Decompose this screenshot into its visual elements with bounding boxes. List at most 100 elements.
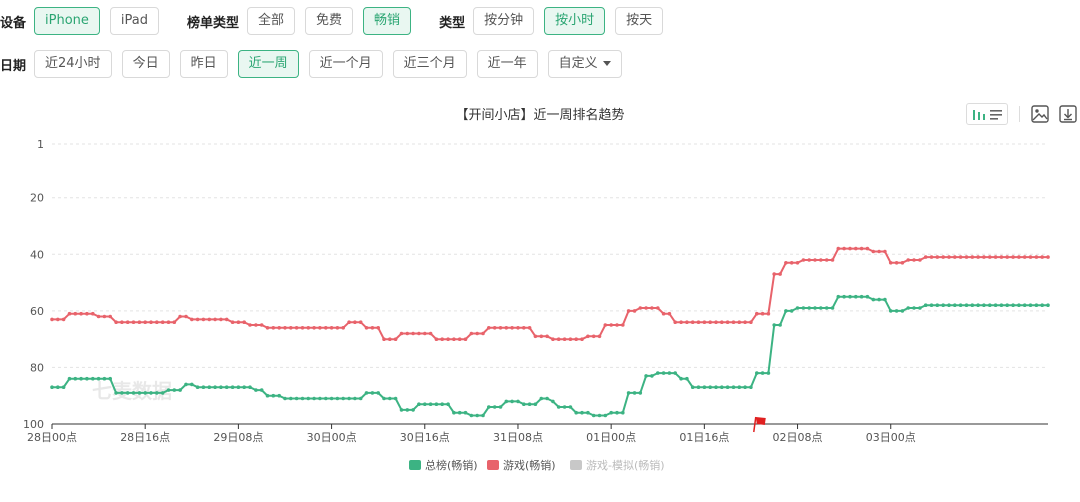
data-point[interactable] <box>201 385 206 389</box>
data-point[interactable] <box>731 320 736 324</box>
data-point[interactable] <box>428 331 433 336</box>
data-point[interactable] <box>737 320 742 324</box>
data-point[interactable] <box>271 393 276 398</box>
data-point[interactable] <box>230 385 235 389</box>
data-point[interactable] <box>207 385 212 389</box>
data-point[interactable] <box>143 320 147 324</box>
data-point[interactable] <box>312 396 316 401</box>
data-point[interactable] <box>254 323 258 327</box>
data-point[interactable] <box>993 255 998 259</box>
data-point[interactable] <box>953 255 957 259</box>
data-point[interactable] <box>656 306 660 310</box>
data-point[interactable] <box>155 320 159 324</box>
device-option-ipad[interactable]: iPad <box>109 7 159 35</box>
data-point[interactable] <box>516 399 520 404</box>
data-point[interactable] <box>108 376 112 381</box>
data-point[interactable] <box>61 385 66 389</box>
data-point[interactable] <box>784 261 788 265</box>
data-point[interactable] <box>795 306 800 310</box>
data-point[interactable] <box>871 249 876 254</box>
data-point[interactable] <box>1046 255 1050 259</box>
data-point[interactable] <box>1034 255 1039 259</box>
data-point[interactable] <box>923 255 928 259</box>
data-point[interactable] <box>562 337 567 341</box>
data-point[interactable] <box>621 410 625 415</box>
data-point[interactable] <box>195 385 200 389</box>
data-point[interactable] <box>685 320 689 324</box>
data-point[interactable] <box>644 374 648 378</box>
data-point[interactable] <box>178 388 182 392</box>
data-point[interactable] <box>615 410 619 415</box>
data-point[interactable] <box>85 376 89 381</box>
data-point[interactable] <box>819 306 823 310</box>
list-icon[interactable] <box>989 108 1003 120</box>
data-point[interactable] <box>318 326 322 330</box>
data-point[interactable] <box>143 391 147 395</box>
data-point[interactable] <box>259 388 264 392</box>
date-option-week[interactable]: 近一周 <box>237 50 299 78</box>
data-point[interactable] <box>824 306 829 310</box>
data-point[interactable] <box>632 391 637 395</box>
data-point[interactable] <box>667 311 672 316</box>
data-point[interactable] <box>184 314 188 319</box>
data-point[interactable] <box>877 297 881 302</box>
data-point[interactable] <box>277 326 282 330</box>
date-option-today[interactable]: 今日 <box>121 50 170 78</box>
data-point[interactable] <box>376 391 381 395</box>
data-point[interactable] <box>224 385 229 389</box>
data-point[interactable] <box>294 326 299 330</box>
data-point[interactable] <box>696 385 701 389</box>
data-point[interactable] <box>125 320 130 324</box>
data-point[interactable] <box>434 402 439 407</box>
data-point[interactable] <box>714 320 718 324</box>
data-point[interactable] <box>708 320 712 324</box>
data-point[interactable] <box>988 303 992 307</box>
data-point[interactable] <box>900 261 905 265</box>
bar-chart-icon[interactable] <box>972 108 986 120</box>
data-point[interactable] <box>749 320 753 324</box>
legend-item[interactable]: 游戏-模拟(畅销) <box>570 458 665 472</box>
data-point[interactable] <box>463 337 468 341</box>
data-point[interactable] <box>836 246 841 251</box>
data-point[interactable] <box>504 326 509 330</box>
data-point[interactable] <box>935 303 940 307</box>
data-point[interactable] <box>545 396 549 401</box>
data-point[interactable] <box>906 258 910 262</box>
data-point[interactable] <box>720 385 724 389</box>
data-point[interactable] <box>300 396 305 401</box>
data-point[interactable] <box>160 320 165 324</box>
data-point[interactable] <box>166 320 171 324</box>
type-by-day[interactable]: 按天 <box>615 7 664 35</box>
data-point[interactable] <box>201 317 206 322</box>
data-point[interactable] <box>912 258 916 262</box>
data-point[interactable] <box>941 255 945 259</box>
data-point[interactable] <box>446 337 450 341</box>
data-point[interactable] <box>574 410 578 415</box>
data-point[interactable] <box>894 261 899 265</box>
data-point[interactable] <box>935 255 940 259</box>
data-point[interactable] <box>958 255 963 259</box>
data-point[interactable] <box>364 391 369 395</box>
data-point[interactable] <box>650 306 654 310</box>
rank-type-grossing[interactable]: 畅销 <box>363 7 412 35</box>
data-point[interactable] <box>329 326 334 330</box>
data-point[interactable] <box>690 385 695 389</box>
date-option-yesterday[interactable]: 昨日 <box>179 50 228 78</box>
data-point[interactable] <box>982 303 986 307</box>
data-point[interactable] <box>178 314 182 319</box>
data-point[interactable] <box>335 326 340 330</box>
data-point[interactable] <box>755 371 759 375</box>
data-point[interactable] <box>638 306 643 310</box>
date-option-month[interactable]: 近一个月 <box>308 50 383 78</box>
data-point[interactable] <box>626 391 631 395</box>
data-point[interactable] <box>912 306 916 310</box>
data-point[interactable] <box>586 410 590 415</box>
data-point[interactable] <box>213 385 217 389</box>
image-icon[interactable] <box>1029 103 1051 125</box>
data-point[interactable] <box>358 320 363 324</box>
data-point[interactable] <box>56 385 60 389</box>
data-point[interactable] <box>632 309 637 313</box>
data-point[interactable] <box>731 385 736 389</box>
data-point[interactable] <box>626 309 631 313</box>
data-point[interactable] <box>411 331 415 336</box>
